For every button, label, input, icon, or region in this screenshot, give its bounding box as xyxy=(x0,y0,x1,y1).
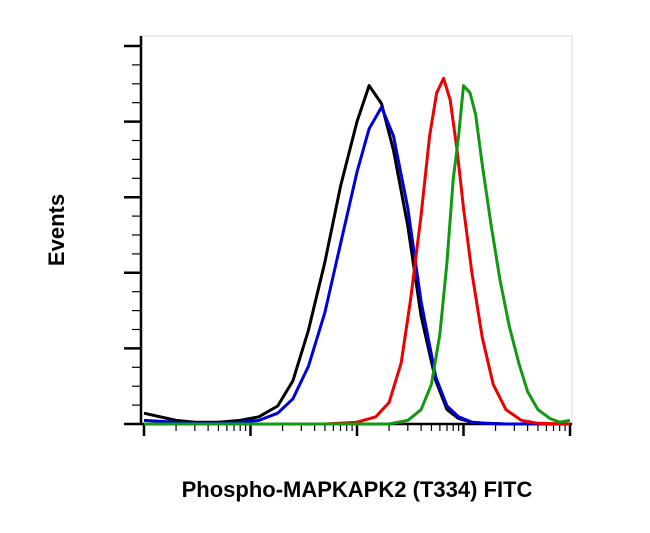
x-axis-label: Phospho-MAPKAPK2 (T334) FITC xyxy=(182,477,533,502)
series-line-2 xyxy=(143,105,570,426)
y-axis-label: Events xyxy=(44,194,69,266)
series-line-1 xyxy=(143,84,570,426)
y-axis-ticks xyxy=(124,44,141,426)
plot-frame xyxy=(140,35,573,425)
series-line-3 xyxy=(144,76,571,426)
series-layer xyxy=(143,76,571,426)
series-line-4 xyxy=(144,84,571,426)
x-axis-ticks xyxy=(142,424,572,436)
